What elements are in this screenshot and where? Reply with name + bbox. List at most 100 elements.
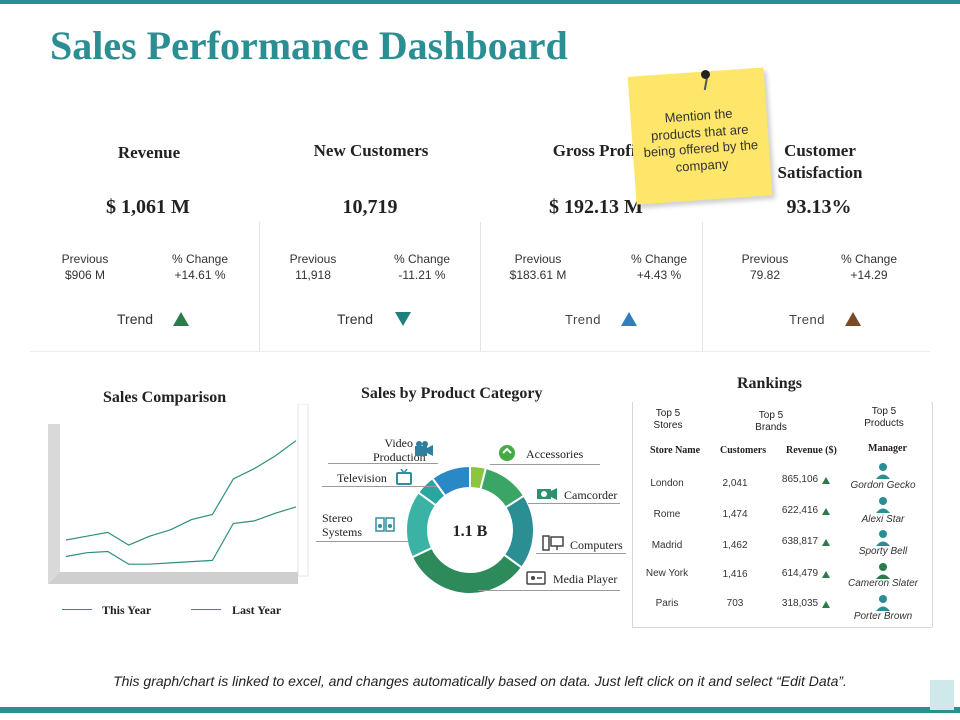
category-video-production: Video Production [373,436,426,464]
table-cell-manager: Sporty Bell [858,546,908,557]
kpi-customer-satisfaction-previous: 79.82 [749,268,781,282]
stereo-icon [375,516,395,537]
top-stores-text: Top 5 Stores [653,408,683,431]
chart-back-wall [48,424,60,584]
kpi-gross-profit-value: $ 192.13 M [549,196,643,218]
table-cell-store: New York [645,568,689,579]
product-category-title: Sales by Product Category [361,385,543,402]
category-stereo-systems: Stereo Systems [322,511,363,539]
donut-slice-video-production[interactable] [430,464,471,498]
kpi-customer-satisfaction-value: 93.13% [786,196,852,218]
table-cell-revenue: 865,106 [781,474,819,485]
bottom-white-strip [0,713,960,720]
person-icon [875,562,891,585]
table-cell-store: Paris [655,598,679,609]
leader-line [536,553,626,554]
corner-decoration [930,680,954,710]
kpi-new-customers-trend-label: Trend [337,311,374,327]
page-title: Sales Performance Dashboard [50,23,568,68]
person-icon [875,462,891,485]
kpi-new-customers-previous: 11,918 [295,268,331,282]
kpi-revenue-value: $ 1,061 M [106,196,190,218]
kpi-gross-profit-label: Gross Profit [552,141,642,160]
table-cell-manager: Gordon Gecko [850,480,916,491]
series-line-last-year [65,506,297,565]
trend-up-icon [621,312,637,326]
kpi-new-customers-change: -11.21 % [398,268,446,282]
table-cell-manager: Cameron Slater [847,578,919,589]
leader-line [478,590,620,591]
table-cell-revenue: 318,035 [781,598,819,609]
kpi-new-customers-previous-label: Previous [289,252,337,266]
table-cell-store: Rome [653,509,681,520]
up-arrow-icon [822,508,830,515]
top-accent-bar [0,0,960,4]
donut-center-label: 1.1 B [453,523,488,540]
kpi-revenue-previous-label: Previous [61,252,109,266]
kpi-customer-satisfaction-previous-label: Previous [741,252,789,266]
kpi-gross-profit-previous: $183.61 M [509,268,567,282]
kpi-gross-profit-change: +4.43 % [636,268,682,282]
kpi-revenue-previous: $906 M [64,268,106,282]
donut-slice-media-player[interactable] [410,546,524,595]
sales-comparison-chart[interactable] [40,404,310,590]
leader-line [528,503,620,504]
category-computers: Computers [570,538,623,552]
leader-line [328,463,438,464]
trend-up-icon [173,312,189,326]
product-category-donut[interactable]: 1.1 B [400,460,540,600]
table-cell-customers: 1,462 [722,540,748,551]
person-icon [875,594,891,617]
kpi-revenue-change: +14.61 % [174,268,226,282]
top-products-label: Top 5 Products [856,406,912,430]
kpi-revenue-trend-label: Trend [117,311,154,327]
up-arrow-icon [822,539,830,546]
col-manager: Manager [868,443,907,454]
footer-note: This graph/chart is linked to excel, and… [113,673,847,689]
kpi-new-customers-label: New Customers [313,141,429,160]
kpi-new-customers-value: 10,719 [342,196,398,218]
table-cell-customers: 703 [726,598,744,609]
camcorder-icon [536,485,558,506]
rankings-border-bottom [632,627,932,628]
kpi-customer-satisfaction-change: +14.29 [850,268,888,282]
legend-last-year-label: Last Year [232,603,282,617]
rankings-border-right [932,402,933,627]
kpi-customer-satisfaction-label: Customer Satisfaction [777,141,863,182]
sales-comparison-title: Sales Comparison [103,389,227,406]
up-arrow-icon [822,571,830,578]
top-stores-label: Top 5 Stores [644,408,692,432]
top-brands-text: Top 5 Brands [755,410,787,433]
top-brands-label: Top 5 Brands [746,410,796,434]
series-line-this-year [65,440,297,546]
table-cell-customers: 2,041 [722,478,748,489]
recycle-icon [498,444,516,467]
sticky-note-text: Mention the products that are being offe… [643,105,759,175]
trend-up-icon [845,312,861,326]
col-customers: Customers [720,445,767,456]
kpi-divider [480,222,481,352]
kpi-customer-satisfaction-trend-label: Trend [789,312,825,327]
media-player-icon [526,570,546,591]
legend-this-year-swatch [62,609,92,610]
leader-line [316,541,409,542]
person-icon [875,529,891,552]
kpi-new-customers-change-label: % Change [393,252,451,266]
table-cell-manager: Alexi Star [861,514,905,525]
kpi-bottom-divider [30,351,930,352]
chart-floor [48,572,298,584]
col-revenue: Revenue ($) [786,445,837,456]
kpi-gross-profit-trend-label: Trend [565,312,601,327]
trend-down-icon [395,312,411,326]
table-cell-revenue: 638,817 [781,536,819,547]
table-cell-customers: 1,474 [722,509,748,520]
category-media-player: Media Player [553,572,618,586]
sticky-note: Mention the products that are being offe… [627,67,773,205]
kpi-revenue-label: Revenue [117,143,181,162]
computer-icon [542,535,564,556]
up-arrow-icon [822,477,830,484]
rankings-border-left [632,402,633,627]
kpi-divider [702,222,703,352]
tv-icon [396,468,412,490]
leader-line [322,486,437,487]
